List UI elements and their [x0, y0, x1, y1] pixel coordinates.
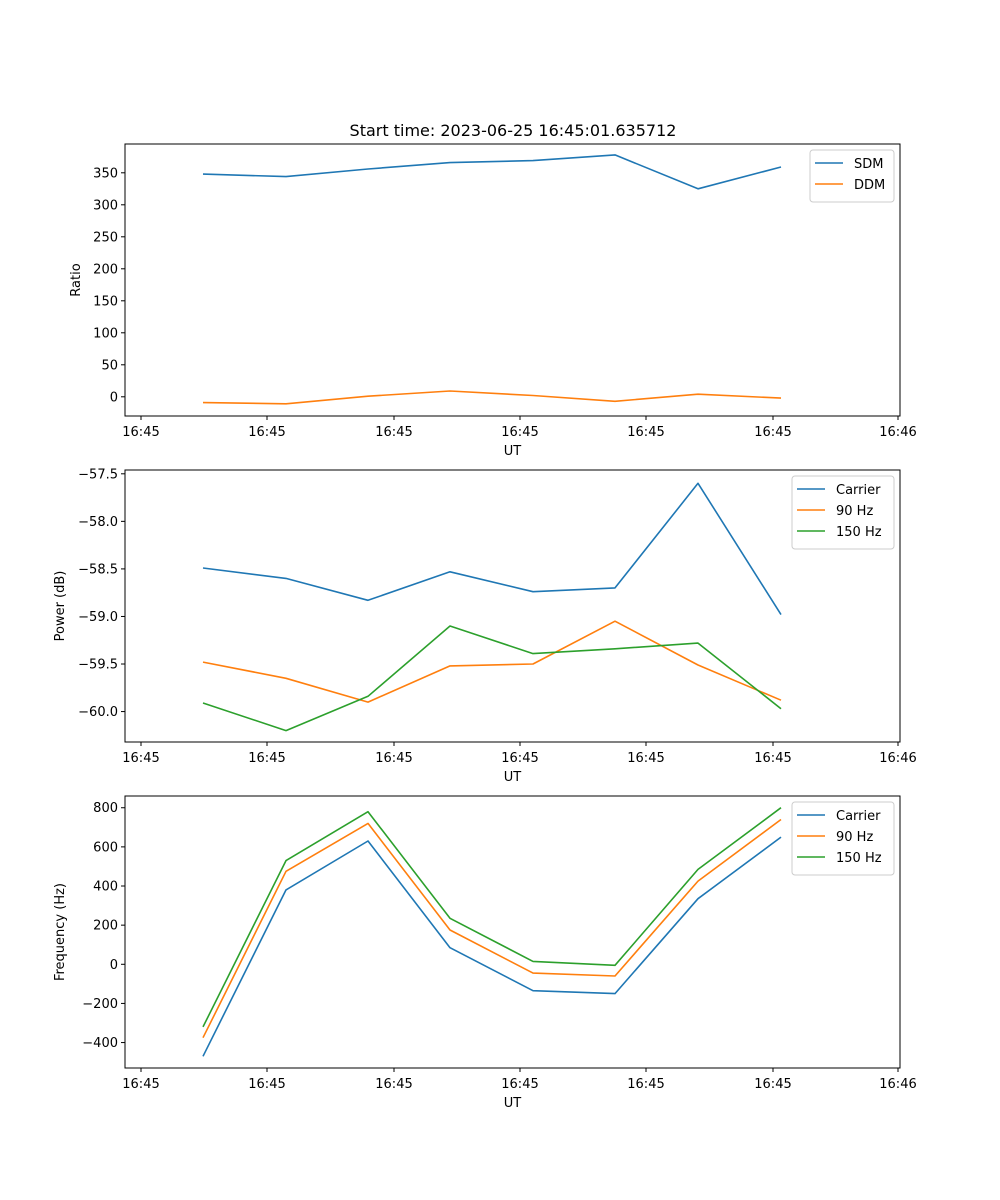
- figure-title: Start time: 2023-06-25 16:45:01.635712: [350, 121, 677, 140]
- y-tick-label: 400: [93, 880, 118, 895]
- x-tick-label: 16:46: [879, 751, 916, 766]
- y-tick-label: 350: [93, 166, 118, 181]
- x-tick-label: 16:45: [501, 425, 538, 440]
- chart-panel-3: 16:45 16:45 16:45 16:45 16:45 16:45 16:46 −400 −…: [53, 795, 917, 1111]
- series-line-90-hz: [202, 818, 782, 1039]
- x-tick-label: 16:45: [122, 1077, 159, 1092]
- x-tick-label: 16:46: [879, 425, 916, 440]
- y-tick-label: 150: [93, 294, 118, 309]
- y-tick-label: 250: [93, 230, 118, 245]
- plot-frame: [124, 143, 901, 417]
- x-tick-label: 16:45: [627, 751, 664, 766]
- y-tick-label: 300: [93, 198, 118, 213]
- plot-frame: [124, 469, 901, 743]
- x-tick-label: 16:45: [122, 751, 159, 766]
- legend-label: DDM: [854, 178, 885, 193]
- x-tick-label: 16:45: [754, 751, 791, 766]
- series-line-carrier: [202, 836, 782, 1057]
- y-tick-label: 100: [93, 326, 118, 341]
- legend-label: 150 Hz: [836, 851, 882, 866]
- y-tick-label: −400: [82, 1036, 118, 1051]
- y-axis-label: Power (dB): [53, 571, 68, 642]
- y-tick-label: −59.0: [78, 610, 118, 625]
- x-tick-label: 16:45: [375, 425, 412, 440]
- series-line-150-hz: [202, 625, 782, 732]
- y-tick-label: 600: [93, 840, 118, 855]
- y-tick-label: −58.5: [78, 562, 118, 577]
- legend-label: SDM: [854, 157, 883, 172]
- x-tick-label: 16:46: [879, 1077, 916, 1092]
- legend-label: Carrier: [836, 809, 881, 824]
- x-tick-label: 16:45: [754, 425, 791, 440]
- y-tick-label: −59.5: [78, 658, 118, 673]
- legend-label: 90 Hz: [836, 830, 873, 845]
- y-tick-label: −58.0: [78, 515, 118, 530]
- x-tick-label: 16:45: [627, 425, 664, 440]
- x-tick-label: 16:45: [375, 751, 412, 766]
- x-tick-label: 16:45: [754, 1077, 791, 1092]
- series-line-ddm: [202, 390, 782, 405]
- legend-label: Carrier: [836, 483, 881, 498]
- chart-panel-2: 16:45 16:45 16:45 16:45 16:45 16:45 16:46 −60.0…: [53, 467, 917, 785]
- y-tick-label: 0: [110, 958, 118, 973]
- series-line-sdm: [202, 154, 782, 190]
- y-tick-label: 0: [110, 390, 118, 405]
- x-tick-label: 16:45: [501, 1077, 538, 1092]
- y-tick-label: 800: [93, 801, 118, 816]
- x-tick-label: 16:45: [248, 1077, 285, 1092]
- y-tick-label: −57.5: [78, 467, 118, 482]
- x-axis-label: UT: [504, 444, 522, 459]
- y-axis-label: Ratio: [69, 263, 84, 296]
- x-tick-label: 16:45: [122, 425, 159, 440]
- y-tick-label: 50: [101, 358, 118, 373]
- x-axis-label: UT: [504, 1096, 522, 1111]
- series-line-carrier: [202, 482, 782, 616]
- x-tick-label: 16:45: [375, 1077, 412, 1092]
- y-axis-label: Frequency (Hz): [53, 883, 68, 981]
- legend-label: 90 Hz: [836, 504, 873, 519]
- plot-frame: [124, 795, 901, 1069]
- legend: Carrier 90 Hz 150 Hz: [791, 801, 895, 876]
- x-tick-label: 16:45: [627, 1077, 664, 1092]
- legend: SDM DDM: [809, 149, 895, 203]
- y-tick-label: 200: [93, 919, 118, 934]
- x-tick-label: 16:45: [248, 425, 285, 440]
- y-tick-label: −200: [82, 997, 118, 1012]
- x-axis-label: UT: [504, 770, 522, 785]
- series-line-150-hz: [202, 807, 782, 1028]
- x-tick-label: 16:45: [501, 751, 538, 766]
- y-tick-label: −60.0: [78, 705, 118, 720]
- legend: Carrier 90 Hz 150 Hz: [791, 475, 895, 550]
- x-tick-label: 16:45: [248, 751, 285, 766]
- chart-panel-1: 16:45 16:45 16:45 16:45 16:45 16:45 16:46 0 50 10…: [69, 143, 917, 459]
- legend-label: 150 Hz: [836, 525, 882, 540]
- series-line-90-hz: [202, 620, 782, 703]
- y-tick-label: 200: [93, 262, 118, 277]
